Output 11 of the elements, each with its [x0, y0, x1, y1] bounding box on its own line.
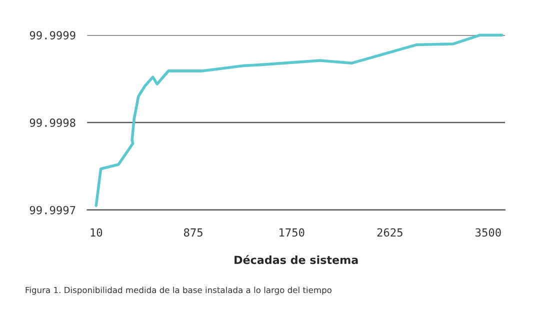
line-series — [94, 34, 504, 207]
x-tick-label: 10 — [90, 228, 102, 237]
y-tick-label: 99.9998 — [30, 118, 76, 127]
text: Figura 1. Disponibilidad medida de la base instalada a lo largo del tiempo — [26, 286, 332, 295]
y-tick-label: 99.9999 — [30, 31, 76, 40]
x-tick-label: 1750 — [280, 228, 304, 237]
x-tick-label: 875 — [184, 228, 202, 237]
y-tick-label: 99.9997 — [30, 206, 76, 214]
x-tick-label: 2625 — [377, 228, 402, 237]
x-axis-title: Décadas de sistema — [234, 255, 358, 264]
x-tick-label: 3500 — [476, 228, 501, 237]
